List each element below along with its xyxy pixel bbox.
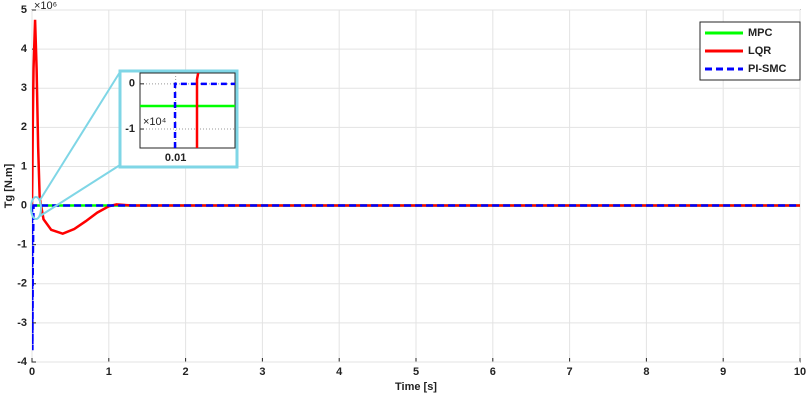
series-line [32,204,800,351]
series-group [32,19,800,351]
x-tick-label: 9 [720,366,726,378]
y-tick-label: -2 [17,278,27,290]
callout-line [39,71,121,201]
y-tick-label: -1 [125,123,135,135]
y-tick-label: 1 [21,160,27,172]
legend-label: LQR [748,45,771,57]
x-tick-label: 5 [413,366,419,378]
x-tick-label: 1 [106,366,112,378]
series-group [140,73,235,148]
main-plot: 0 1 2 3 4 5 6 7 8 9 10 -4 -3 -2 -1 0 1 2 3 4 5 [17,4,806,378]
legend: MPC LQR PI-SMC [699,21,801,81]
x-tick-label: 3 [259,366,265,378]
y-tick-label: 3 [21,82,27,94]
zoom-marker [30,196,42,220]
y-exponent: ×10⁶ [34,0,57,12]
inset-y-exponent: ×10⁴ [143,116,167,128]
x-tick-label: 6 [490,366,496,378]
inset-plot: 0.01 -1 0 [125,73,235,164]
y-tick-label: -3 [17,317,27,329]
legend-label: MPC [748,27,773,39]
y-tick-label: 4 [21,43,28,55]
x-tick-label: 0.01 [165,152,186,164]
y-tick-label: -1 [17,239,27,251]
x-tick-label: 10 [794,366,806,378]
legend-label: PI-SMC [748,63,787,75]
y-tick-label: 5 [21,4,27,16]
y-tick-label: 2 [21,121,27,133]
y-axis-label: Tg [N.m] [3,163,15,208]
inset-plot-area [139,72,236,149]
y-tick-label: -4 [17,356,28,368]
x-axis-label: Time [s] [395,381,437,393]
y-tick-label: 0 [21,199,27,211]
callout-line [39,164,121,217]
series-line [173,82,235,148]
x-tick-label: 4 [336,366,343,378]
x-tick-label: 2 [183,366,189,378]
x-tick-label: 0 [29,366,35,378]
y-tick-label: 0 [129,78,135,90]
series-line [195,73,200,148]
x-tick-label: 8 [643,366,649,378]
x-tick-label: 7 [567,366,573,378]
